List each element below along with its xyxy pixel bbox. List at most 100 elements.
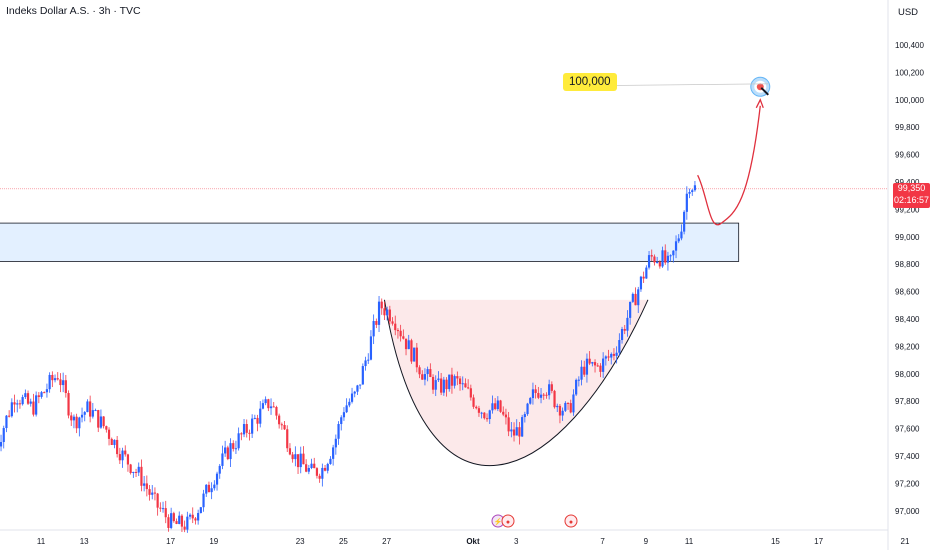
candle-body [566,402,570,404]
candle-body [140,466,143,486]
candle-body [375,321,378,325]
candle-body [78,417,81,429]
candle-body [245,424,248,433]
candle-body [504,414,508,418]
candle-body [188,514,192,517]
candle-body [418,367,421,375]
candle-body [329,458,332,464]
candle-body [99,416,103,428]
last-price-badge: 99,350 02:16:57 [893,183,930,208]
resistance-zone [0,222,740,262]
x-tick-label: 25 [339,537,348,546]
candle-body [134,471,138,473]
candle-body [199,507,202,514]
projection-arrowhead [755,98,764,109]
candle-body [264,399,267,404]
candle-body [278,415,281,425]
candle-body [102,416,105,427]
candle-body [32,401,35,415]
candle-body [461,383,464,385]
symbol-title[interactable]: Indeks Dollar A.S. · 3h · TVC [6,5,141,17]
candle-body [116,439,119,455]
candle-body [674,241,678,251]
candle-body [637,289,640,306]
candle-body [364,360,367,367]
candle-body [348,401,351,406]
candle-body [542,394,545,396]
x-tick-label: 7 [600,537,605,546]
candle-body [172,513,175,522]
candle-body [313,463,316,469]
candle-body [510,429,513,432]
y-tick-label: 100,400 [895,41,924,50]
candle-body [86,401,89,413]
event-glyph: ● [506,519,510,526]
candle-body [232,443,235,449]
candle-body [572,394,575,413]
candle-body [326,463,329,471]
y-tick-label: 100,000 [895,96,924,105]
candle-body [431,376,435,390]
candle-body [337,424,340,439]
x-tick-label: 9 [644,537,649,546]
cup-pattern [383,299,649,467]
candle-body [35,395,38,415]
candle-body [437,378,440,381]
candle-body [183,526,186,530]
candle-body [558,405,562,416]
candle-body [302,453,305,465]
candle-body [604,356,607,359]
x-tick-label: 11 [37,537,46,546]
last-price-value: 99,350 [897,183,926,193]
candle-body [350,393,354,402]
event-icons[interactable]: ⚡ ● ● [491,514,578,528]
candle-body [161,508,165,510]
candle-body [124,450,127,455]
y-tick-label: 98,200 [895,342,920,351]
candle-body [596,365,599,367]
lightning-event-icon[interactable]: ⚡ [491,514,505,528]
us-flag-event-icon[interactable]: ● [564,514,578,528]
candle-body [94,410,97,412]
candle-body [194,518,197,521]
candle-body [342,412,346,418]
candle-body [240,433,243,435]
candle-body [332,447,335,459]
candle-body [340,417,343,425]
candle-body [588,358,591,364]
candle-body [529,398,532,404]
candle-body [610,353,613,358]
candles [0,181,697,533]
candle-body [91,410,94,417]
candle-body [367,359,370,361]
candle-body [450,374,454,386]
candle-body [197,513,200,521]
candle-body [113,439,116,445]
y-tick-label: 98,000 [895,370,920,379]
candle-body [639,276,643,290]
candle-body [372,321,375,337]
candle-body [693,185,697,191]
y-tick-label: 99,200 [895,205,920,214]
us-flag-event-icon[interactable]: ● [501,514,515,528]
target-label[interactable]: 100,000 [563,73,617,91]
candle-body [307,467,310,472]
candle-body [105,426,108,430]
x-tick-label: 23 [296,537,305,546]
candle-body [107,429,111,439]
y-tick-label: 97,600 [895,425,920,434]
candle-body [153,492,157,494]
y-tick-label: 98,800 [895,260,920,269]
candle-body [480,412,483,414]
currency-label[interactable]: USD [897,6,919,18]
candle-body [170,513,173,528]
candle-body [583,366,586,375]
candle-body [548,384,551,396]
candle-body [391,321,394,324]
candle-body [488,410,491,420]
event-glyph: ⚡ [494,517,503,526]
candle-body [618,340,621,353]
cup-curve [383,299,649,467]
candle-body [221,453,224,466]
